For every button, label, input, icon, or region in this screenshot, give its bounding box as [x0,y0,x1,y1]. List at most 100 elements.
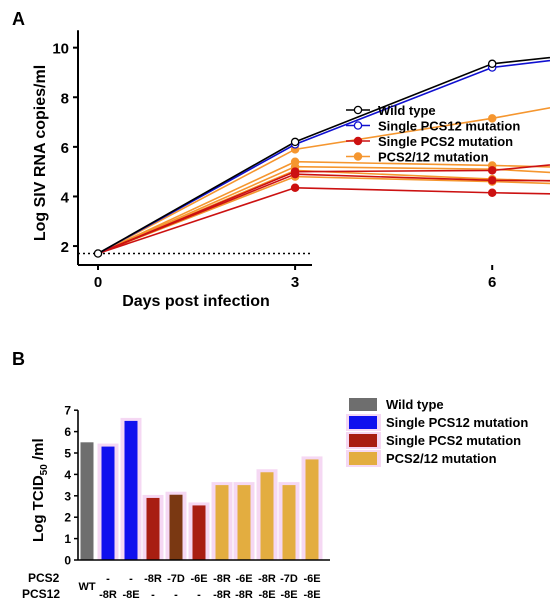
panel-b-bar [101,446,115,560]
panel-b-pcs12-value: - [151,589,155,601]
panel-a-data-point [487,166,497,175]
panel-b-y-tick-label: 4 [64,468,71,482]
panel-a-x-tick-label: 3 [291,274,299,291]
panel-b-bar [80,442,94,560]
panel-b-bar [305,459,319,560]
panel-b-y-tick-label: 1 [64,532,71,546]
panel-b-bar [282,485,296,560]
panel-b-pcs2-value: -8R [213,573,231,585]
panel-b-y-axis-title-unit: /ml [30,438,47,464]
panel-b-bar [124,420,138,560]
panel-a-legend-label: Single PCS2 mutation [378,134,513,149]
panel-b-y-tick-label: 3 [64,489,71,503]
panel-a-legend-label: Wild type [378,103,436,118]
panel-a-y-tick-label: 4 [61,189,70,206]
panel-a-data-point [290,169,300,179]
panel-a-series-line [97,164,550,255]
panel-a-series-line [97,173,550,255]
panel-a-series-line [97,175,550,255]
panel-b-pcs2-value: -6E [235,573,252,585]
panel-b-pcs12-value: - [197,589,201,601]
panel-a-x-tick-label: 0 [94,274,102,291]
panel-a-x-tick-label: 6 [488,274,496,291]
panel-b-axes [74,409,330,561]
panel-a-legend-label: Single PCS12 mutation [378,119,520,134]
panel-b-label: B [12,349,25,369]
panel-a-legend-marker [353,105,363,115]
panel-a-axes [73,30,494,270]
panel-b-bars [80,417,323,560]
panel-b-legend: Wild type Single PCS12 mutation Single PCS… [346,397,528,467]
panel-b-tick-labels: 0 1 2 3 4 5 6 7 [64,404,71,568]
panel-b-legend-swatch [349,434,377,447]
panel-b-pcs2-value: - [129,573,133,585]
panel-b-pcs12-value: -8R [235,589,253,601]
panel-b-pcs12-value: -8E [280,589,297,601]
panel-b-pcs2-value: -8R [258,573,276,585]
panel-b-y-axis-title-subscript: 50 [39,464,50,476]
panel-b-wt-label: WT [78,581,95,593]
panel-b-bar [215,485,229,560]
panel-a-label: A [12,9,25,29]
panel-a-data-point [487,59,497,69]
panel-a-series-line [97,160,550,255]
panel-b-pcs2-value: - [106,573,110,585]
panel-a-series-line [97,106,550,255]
panel-b-bar [237,485,251,560]
panel-b-pcs2-value: -7D [167,573,185,585]
panel-b-pcs12-value: -8E [303,589,320,601]
panel-a-y-tick-label: 2 [61,239,69,256]
panel-a-legend-label: PCS2/12 mutation [378,150,489,165]
panel-a-series-line [97,186,550,255]
panel-b-y-tick-label: 5 [64,447,71,461]
panel-b-legend-label: Single PCS2 mutation [386,433,521,448]
panel-a-data-point [290,183,300,193]
panel-b-y-axis-title-main: Log TCID [30,475,47,542]
panel-b-bar [169,494,183,560]
panel-a-legend-marker [353,152,363,161]
panel-b-pcs12-value: -8R [99,589,117,601]
panel-a-y-tick-label: 8 [61,90,69,107]
panel-a-x-axis-title: Days post infection [122,293,270,310]
panel-a-y-tick-label: 10 [52,41,69,58]
panel-b-y-tick-label: 2 [64,511,71,525]
panel-a-y-axis-title: Log SIV RNA copies/ml [32,65,49,241]
panel-b-pcs2-value: -6E [303,573,320,585]
panel-b-legend-swatch [349,416,377,429]
panel-a-legend-marker [353,136,363,146]
panel-b-bar [146,497,160,560]
panel-b-pcs12-value: -8R [213,589,231,601]
panel-a-series-line [97,169,550,255]
panel-b-pcs12-value: - [174,589,178,601]
panel-a-data-point [487,114,497,123]
panel-a-series-lines [97,56,550,255]
panel-b-bar [192,505,206,560]
panel-a-y-tick-label: 6 [61,140,69,157]
panel-b-legend-label: PCS2/12 mutation [386,451,497,466]
panel-a-data-point [487,176,497,185]
panel-b-pcs12-value: -8E [258,589,275,601]
panel-b-row-label-pcs2: PCS2 [28,571,60,585]
panel-a-series-points [93,59,497,258]
panel-b-legend-label: Single PCS12 mutation [386,415,528,430]
panel-b-legend-label: Wild type [386,397,444,412]
panel-a-series-line [97,59,550,255]
panel-b-legend-swatch [349,452,377,465]
panel-b-y-tick-label: 7 [64,404,71,418]
panel-a-line-chart: A Log SIV RNA copies/ml Days post infect… [12,9,550,310]
panel-b-y-tick-label: 0 [64,554,71,568]
panel-a-data-point [290,137,300,147]
panel-b-pcs2-value: -6E [190,573,207,585]
panel-b-row-label-pcs12: PCS12 [22,587,60,601]
panel-a-tick-labels: 2468100369 [52,41,496,291]
panel-b-y-axis-title: Log TCID50 /ml [30,438,50,542]
panel-b-y-tick-label: 6 [64,425,71,439]
panel-a-series-line [97,56,550,255]
panel-a-series-line [97,165,550,255]
panel-b-pcs2-value: -7D [280,573,298,585]
panel-b-pcs12-value: -8E [122,589,139,601]
